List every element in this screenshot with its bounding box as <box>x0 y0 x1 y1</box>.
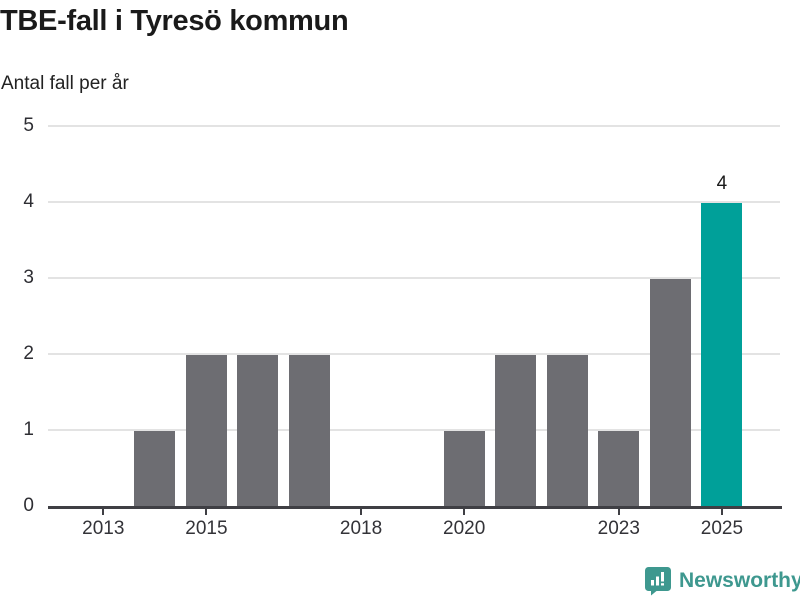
x-axis-tick-label: 2023 <box>597 518 640 539</box>
x-axis-line <box>48 506 782 509</box>
newsworthy-logo-text: Newsworthy <box>679 569 800 592</box>
y-axis-tick-label: 5 <box>23 114 34 136</box>
x-axis-tick-label: 2018 <box>339 518 383 539</box>
y-axis-tick-label: 1 <box>23 418 34 440</box>
gridline-y4 <box>48 201 780 204</box>
bar-value-label: 4 <box>716 172 728 194</box>
bar-2015 <box>185 354 227 507</box>
y-axis-tick-label: 3 <box>23 266 34 288</box>
x-axis-tick-mark <box>720 509 723 515</box>
gridline-y3 <box>48 277 780 280</box>
x-axis-tick-mark <box>617 509 620 515</box>
chart-subtitle: Antal fall per år <box>1 73 129 94</box>
gridline-y5 <box>48 125 780 127</box>
newsworthy-logo[interactable]: Newsworthy <box>644 566 800 596</box>
bar-2025 <box>701 202 743 507</box>
x-axis-tick-mark <box>102 509 105 515</box>
bar-2014 <box>134 430 176 507</box>
x-axis-tick-label: 2013 <box>82 518 125 539</box>
bar-2017 <box>289 354 330 507</box>
x-axis-tick-label: 2025 <box>700 518 744 539</box>
chart-title: TBE-fall i Tyresö kommun <box>0 5 349 37</box>
bar-2024 <box>649 278 691 507</box>
bar-2021 <box>495 354 537 507</box>
x-axis-tick-mark <box>360 509 363 515</box>
bar-chart-speech-bubble-icon <box>644 566 672 596</box>
x-axis-tick-mark <box>463 509 466 515</box>
y-axis-tick-label: 0 <box>23 495 34 516</box>
bar-2016 <box>237 354 279 507</box>
y-axis-tick-label: 2 <box>23 342 34 364</box>
x-axis-tick-mark <box>205 509 208 515</box>
y-axis-tick-label: 4 <box>23 190 34 212</box>
gridline-y1 <box>48 429 780 432</box>
bar-2020 <box>443 430 485 507</box>
bar-2023 <box>598 430 640 507</box>
bar-2022 <box>546 354 588 507</box>
x-axis-tick-label: 2015 <box>185 518 228 539</box>
gridline-y2 <box>48 353 780 356</box>
x-axis-tick-label: 2020 <box>443 518 486 539</box>
